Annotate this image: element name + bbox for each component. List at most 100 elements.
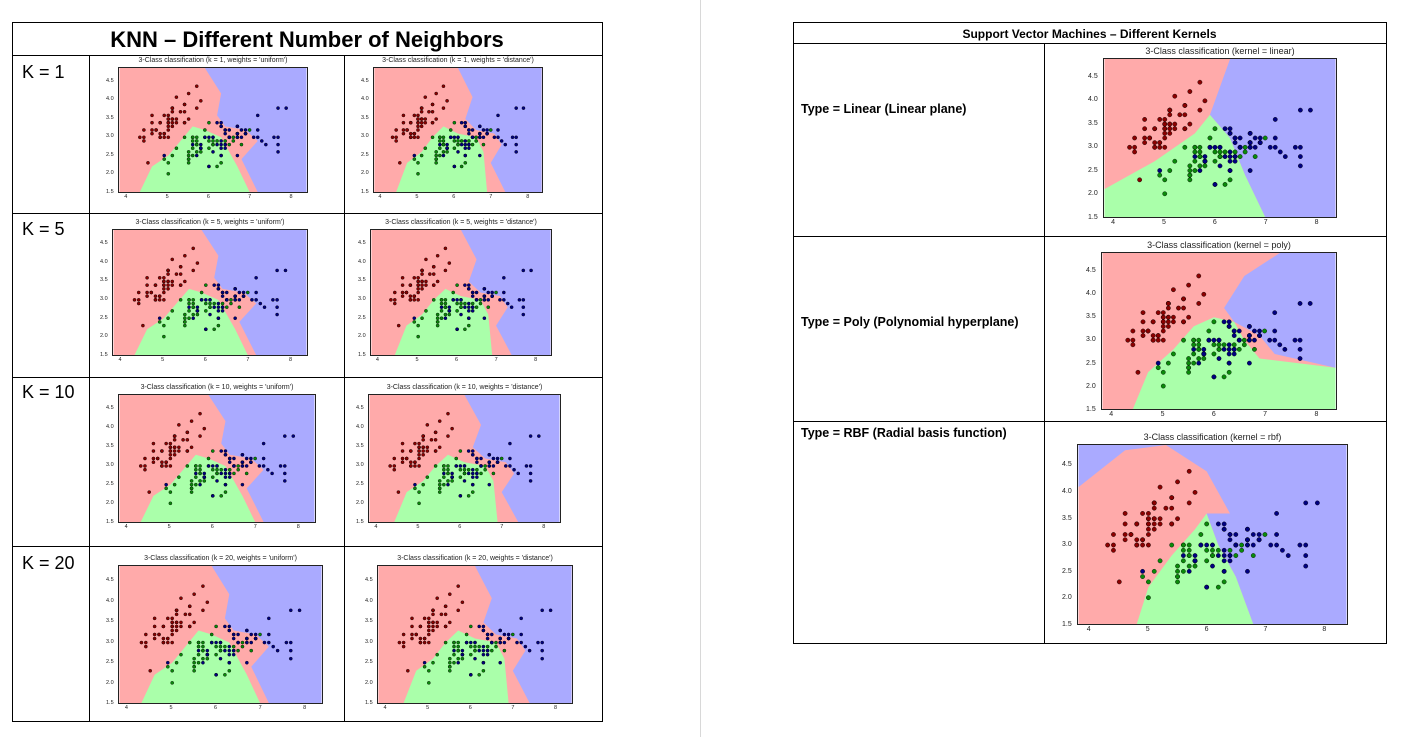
data-point-class2	[1221, 346, 1227, 352]
x-tick-label: 7	[494, 357, 498, 363]
data-point-class2	[514, 150, 518, 154]
data-point-class1	[223, 644, 227, 649]
data-point-class0	[1132, 135, 1137, 141]
data-point-class2	[1192, 154, 1198, 159]
data-point-class0	[185, 438, 190, 442]
classification-plot	[1101, 252, 1337, 410]
data-point-class0	[1187, 121, 1193, 127]
data-point-class2	[1252, 135, 1258, 141]
data-point-class1	[478, 301, 483, 306]
data-point-class1	[215, 139, 219, 143]
region-class2	[475, 566, 572, 703]
data-point-class0	[189, 445, 194, 450]
data-point-class2	[231, 648, 236, 653]
data-point-class0	[448, 592, 452, 596]
data-point-class0	[1177, 112, 1183, 118]
plot-title: 3-Class classification (k = 5, weights =…	[135, 219, 285, 226]
data-point-class0	[394, 128, 398, 132]
data-point-class0	[416, 283, 420, 287]
data-point-class2	[502, 298, 506, 302]
data-point-class0	[194, 84, 199, 89]
y-tick-label: 4.5	[106, 405, 114, 412]
x-tick-label: 8	[553, 705, 558, 711]
data-point-class2	[235, 153, 240, 158]
data-point-class1	[435, 316, 440, 321]
data-point-class1	[469, 652, 473, 657]
data-point-class2	[1211, 374, 1217, 380]
data-point-class1	[447, 312, 452, 317]
data-point-class2	[187, 305, 191, 309]
data-point-class2	[267, 632, 271, 637]
data-point-class2	[1272, 328, 1278, 334]
region-class2	[458, 68, 542, 192]
data-point-class0	[416, 117, 420, 121]
data-point-class0	[1140, 328, 1146, 334]
data-point-class1	[1212, 158, 1218, 164]
data-point-class2	[1297, 346, 1303, 352]
data-point-class2	[1210, 542, 1215, 548]
data-point-class1	[490, 648, 494, 653]
data-point-class0	[416, 120, 420, 125]
data-point-class0	[1167, 107, 1173, 113]
data-point-class2	[481, 628, 486, 633]
data-point-class2	[1216, 337, 1222, 343]
data-point-class1	[190, 135, 195, 140]
data-point-class0	[160, 464, 164, 468]
data-point-class2	[540, 648, 544, 653]
data-point-class2	[1226, 319, 1232, 325]
data-point-class2	[503, 142, 508, 147]
classification-plot	[377, 565, 573, 704]
data-point-class2	[498, 660, 502, 665]
data-point-class0	[1157, 484, 1163, 490]
data-point-class0	[157, 298, 162, 302]
data-point-class2	[203, 135, 207, 140]
data-point-class0	[1169, 521, 1175, 527]
region-class1	[1104, 114, 1266, 217]
y-tick-label: 3.0	[1062, 541, 1072, 549]
data-point-class2	[1272, 337, 1278, 343]
data-point-class2	[227, 644, 232, 649]
data-point-class0	[162, 113, 166, 118]
data-point-class1	[1157, 558, 1163, 564]
k-label: K = 10	[22, 382, 75, 402]
y-tick-label: 4.5	[100, 239, 108, 246]
data-point-class2	[214, 640, 218, 645]
data-point-class0	[166, 128, 171, 132]
data-point-class0	[423, 95, 428, 99]
data-point-class2	[218, 656, 223, 661]
svm-table-border-top	[793, 22, 1387, 23]
knn-title: KNN – Different Number of Neighbors	[110, 27, 504, 52]
data-point-class1	[443, 305, 448, 309]
data-point-class1	[452, 652, 456, 657]
data-point-class0	[152, 624, 157, 629]
data-point-class1	[1191, 337, 1197, 343]
data-point-class1	[189, 482, 194, 487]
data-point-class2	[1247, 168, 1253, 173]
data-point-class1	[183, 316, 187, 321]
data-point-class2	[413, 482, 417, 487]
y-tick-label: 2.5	[361, 151, 369, 158]
data-point-class0	[170, 124, 175, 129]
data-point-class0	[1197, 79, 1203, 85]
data-point-class1	[191, 305, 195, 309]
data-point-class2	[508, 441, 512, 446]
data-point-class1	[218, 644, 223, 649]
data-point-class2	[463, 305, 467, 309]
y-tick-label: 2.5	[1088, 166, 1098, 174]
data-point-class1	[1191, 360, 1197, 366]
x-tick-label: 8	[534, 357, 538, 363]
data-point-class2	[289, 648, 293, 653]
data-point-class1	[1191, 342, 1197, 348]
data-point-class2	[495, 460, 500, 465]
data-point-class0	[439, 612, 444, 617]
data-point-class0	[174, 628, 179, 633]
data-point-class0	[201, 608, 205, 613]
data-point-class0	[1134, 521, 1140, 527]
data-point-class1	[1232, 149, 1238, 155]
data-point-class1	[455, 309, 459, 313]
x-tick-label: 7	[511, 705, 515, 711]
data-point-class1	[189, 479, 194, 483]
x-tick-label: 5	[1160, 411, 1165, 418]
data-point-class2	[447, 309, 452, 313]
data-point-class0	[409, 464, 413, 468]
